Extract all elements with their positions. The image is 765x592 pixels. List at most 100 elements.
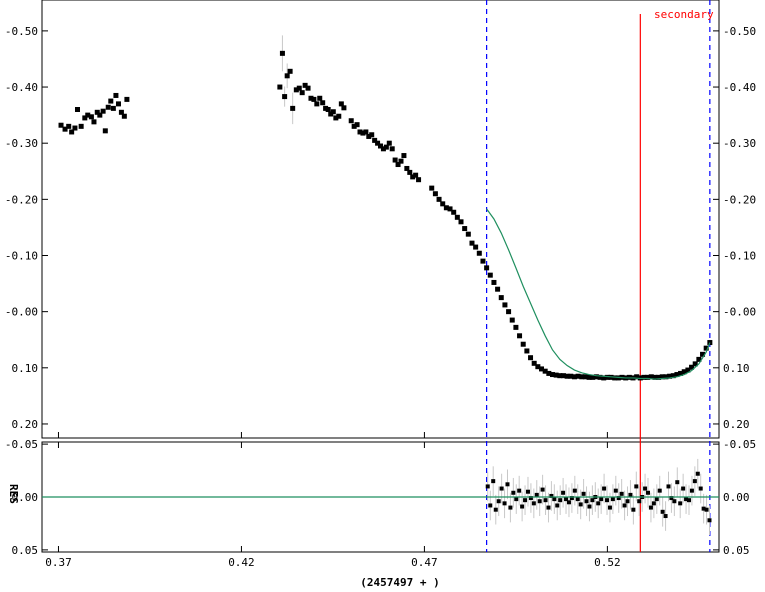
data-point: [360, 130, 366, 136]
data-point: [407, 169, 413, 175]
data-point: [320, 100, 326, 106]
data-point: [601, 375, 607, 381]
residual-point: [660, 509, 665, 514]
data-point: [66, 123, 72, 129]
data-point: [648, 374, 654, 380]
main-y-tick-label-left: -0.00: [5, 306, 38, 319]
data-point: [700, 351, 706, 357]
data-point: [305, 85, 311, 91]
residual-point: [499, 486, 504, 491]
data-point: [487, 272, 493, 278]
residual-point: [587, 504, 592, 509]
data-point: [100, 108, 106, 114]
residual-point: [505, 482, 510, 487]
data-point: [363, 129, 369, 135]
data-point: [413, 172, 419, 178]
residual-point: [555, 503, 560, 508]
data-point: [354, 122, 360, 128]
data-point: [375, 140, 381, 146]
data-point: [579, 374, 585, 380]
data-point: [604, 374, 610, 380]
data-point: [348, 118, 354, 124]
data-point: [696, 356, 702, 362]
data-point: [404, 165, 410, 171]
data-point: [502, 302, 508, 308]
residual-point: [607, 505, 612, 510]
residual-y-axis-label: RES: [7, 484, 20, 504]
residual-point: [578, 502, 583, 507]
data-point: [284, 73, 290, 79]
data-point: [386, 140, 392, 146]
data-point: [590, 374, 596, 380]
data-point: [102, 128, 108, 134]
x-tick-label: 0.47: [411, 556, 438, 569]
residual-point: [590, 498, 595, 503]
data-point: [539, 366, 545, 372]
data-point: [287, 68, 293, 74]
residual-point: [643, 486, 648, 491]
residual-point: [520, 504, 525, 509]
data-point: [383, 144, 389, 150]
main-y-tick-label-right: -0.20: [723, 193, 756, 206]
residual-point: [707, 518, 712, 523]
data-point: [652, 374, 658, 380]
residual-point: [678, 501, 683, 506]
data-point: [113, 92, 119, 98]
data-point: [535, 364, 541, 370]
data-point: [293, 87, 299, 93]
residual-point: [651, 501, 656, 506]
data-point: [357, 129, 363, 135]
residual-point: [523, 498, 528, 503]
residual-point: [540, 487, 545, 492]
main-y-tick-label-left: -0.50: [5, 25, 38, 38]
main-y-tick-label-left: 0.20: [12, 418, 39, 431]
data-point: [282, 94, 288, 100]
residual-point: [698, 486, 703, 491]
data-point: [506, 309, 512, 315]
data-point: [389, 146, 395, 152]
main-y-tick-label-right: -0.50: [723, 25, 756, 38]
data-point: [462, 226, 468, 232]
data-point: [571, 374, 577, 380]
residual-point: [663, 514, 668, 519]
data-point: [336, 113, 342, 119]
residual-point: [525, 489, 530, 494]
data-point: [678, 370, 684, 376]
data-point: [480, 258, 486, 264]
residual-point: [485, 484, 490, 489]
data-point: [707, 340, 713, 346]
data-point: [473, 244, 479, 250]
residual-point: [622, 503, 627, 508]
x-tick-label: 0.37: [45, 556, 72, 569]
data-point: [634, 374, 640, 380]
data-point: [685, 367, 691, 373]
data-point: [458, 219, 464, 225]
main-y-tick-label-right: -0.00: [723, 306, 756, 319]
data-point: [296, 85, 302, 91]
x-axis-label: (2457497 + ): [360, 576, 439, 589]
data-point: [703, 345, 709, 351]
main-y-tick-label-right: -0.40: [723, 81, 756, 94]
main-y-tick-label-left: -0.10: [5, 250, 38, 263]
res-y-tick-label-right: -0.05: [723, 438, 756, 451]
data-point: [491, 279, 497, 285]
data-point: [443, 205, 449, 211]
residual-point: [543, 498, 548, 503]
data-point: [279, 50, 285, 56]
data-point: [69, 129, 75, 135]
data-point: [557, 373, 563, 379]
residual-point: [581, 491, 586, 496]
data-point: [542, 368, 548, 374]
data-point: [372, 137, 378, 143]
residual-point: [528, 496, 533, 501]
residual-point: [654, 497, 659, 502]
data-point: [674, 372, 680, 378]
data-point: [447, 206, 453, 212]
x-tick-label: 0.42: [228, 556, 255, 569]
residual-point: [537, 499, 542, 504]
data-point: [333, 115, 339, 121]
data-point: [663, 374, 669, 380]
main-y-tick-label-left: -0.30: [5, 137, 38, 150]
data-point: [323, 105, 329, 111]
